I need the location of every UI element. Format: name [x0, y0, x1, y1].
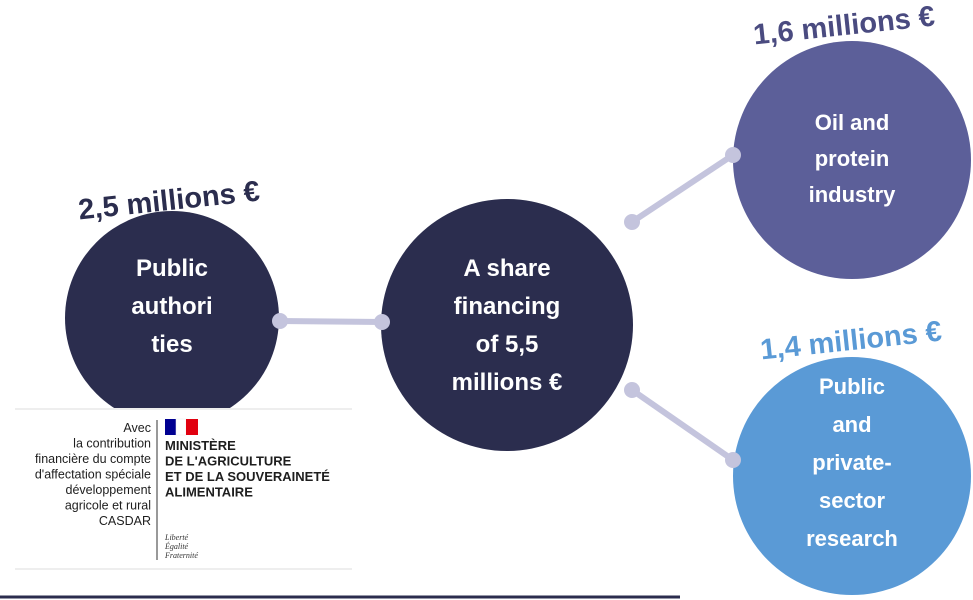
flag-blue — [165, 419, 176, 435]
node-label: ties — [151, 331, 192, 358]
connector — [279, 318, 383, 325]
connectors — [279, 152, 735, 463]
node-label: financing — [454, 293, 561, 320]
node-label: Oil and — [815, 110, 890, 135]
node-label: private- — [812, 450, 891, 475]
node-label: millions € — [452, 369, 563, 396]
motto: Égalité — [164, 541, 189, 551]
dot — [272, 313, 288, 329]
node-circle — [733, 357, 971, 595]
motto: Fraternité — [164, 551, 198, 560]
node-label: sector — [819, 488, 885, 513]
flag-red — [186, 419, 198, 435]
flag-white — [175, 418, 187, 436]
node-label: of 5,5 — [476, 331, 539, 358]
node-label: authori — [131, 293, 212, 320]
node-label: and — [832, 412, 871, 437]
node-label: A share — [463, 255, 550, 282]
node-circle — [733, 41, 971, 279]
ministry-name: ET DE LA SOUVERAINETÉ — [165, 469, 330, 484]
node-label: industry — [809, 182, 897, 207]
logo-text: financière du compte — [35, 452, 151, 466]
logo-text: la contribution — [73, 437, 151, 451]
ministry-name: MINISTÈRE — [165, 438, 236, 453]
ministry-name: DE L'AGRICULTURE — [165, 454, 292, 469]
logo-text: agricole et rural — [65, 499, 151, 513]
node-circle — [381, 199, 633, 451]
ministry-name: ALIMENTAIRE — [165, 485, 253, 500]
logo-text: d'affectation spéciale — [35, 468, 151, 482]
connector — [630, 387, 735, 463]
dot — [725, 147, 741, 163]
dot — [624, 382, 640, 398]
node-label: Public — [819, 374, 885, 399]
logo-text: Avec — [123, 421, 151, 435]
logo-text: CASDAR — [99, 514, 151, 528]
motto: Liberté — [164, 533, 189, 542]
dot — [624, 214, 640, 230]
node-circle — [65, 211, 279, 425]
node-label: research — [806, 526, 898, 551]
dot — [374, 314, 390, 330]
node-label: protein — [815, 146, 890, 171]
node-label: Public — [136, 255, 208, 282]
dot — [725, 452, 741, 468]
connector — [630, 152, 735, 225]
dots — [272, 147, 741, 468]
logo-text: développement — [66, 483, 152, 497]
